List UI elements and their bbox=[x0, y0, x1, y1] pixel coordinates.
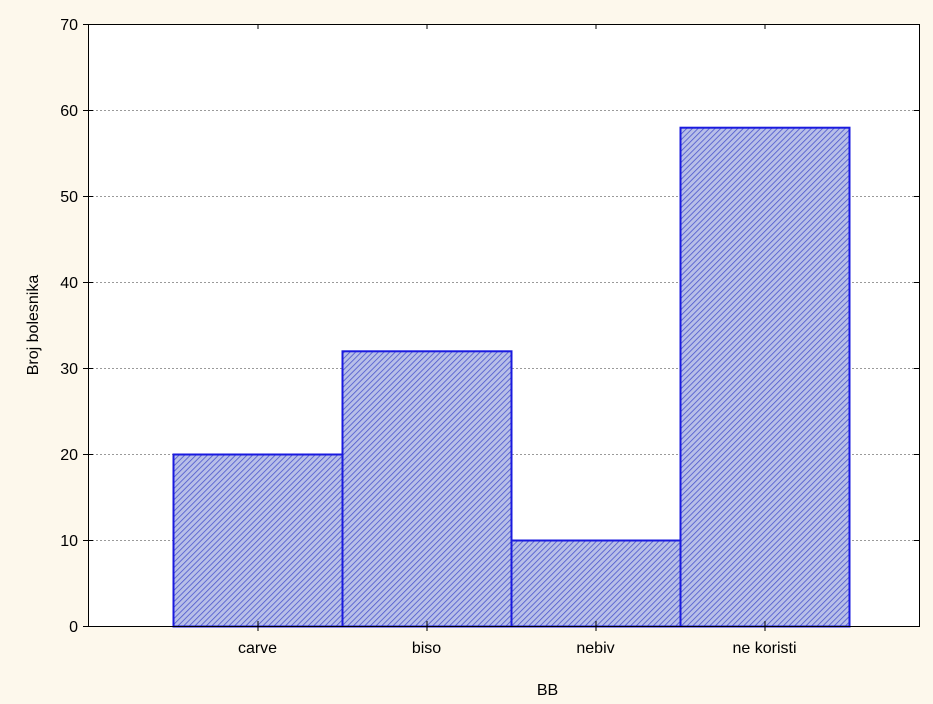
bar-biso bbox=[341, 350, 513, 628]
y-tick-label: 30 bbox=[60, 361, 78, 378]
y-tick-label: 0 bbox=[69, 619, 78, 636]
bars bbox=[172, 126, 851, 628]
y-tick-label: 60 bbox=[60, 103, 78, 120]
axes bbox=[83, 24, 920, 631]
x-tick-label: carve bbox=[238, 640, 277, 657]
y-tick-label: 10 bbox=[60, 533, 78, 550]
y-axis-title: Broj bolesnika bbox=[25, 275, 42, 376]
bar-carve bbox=[172, 453, 344, 628]
y-tick-label: 70 bbox=[60, 17, 78, 34]
x-axis-title: BB bbox=[537, 682, 558, 699]
y-tick-labels: 0 10 20 30 40 50 60 70 bbox=[60, 17, 78, 636]
x-tick-label: nebiv bbox=[576, 640, 614, 657]
bar-ne-koristi bbox=[679, 126, 851, 628]
x-tick-label: ne koristi bbox=[732, 640, 796, 657]
y-tick-label: 50 bbox=[60, 189, 78, 206]
plot-frame bbox=[88, 24, 920, 627]
y-tick-label: 20 bbox=[60, 447, 78, 464]
x-tick-labels: carve biso nebiv ne koristi bbox=[238, 640, 797, 657]
x-tick-label: biso bbox=[412, 640, 441, 657]
bar-nebiv bbox=[510, 539, 682, 628]
y-tick-label: 40 bbox=[60, 275, 78, 292]
